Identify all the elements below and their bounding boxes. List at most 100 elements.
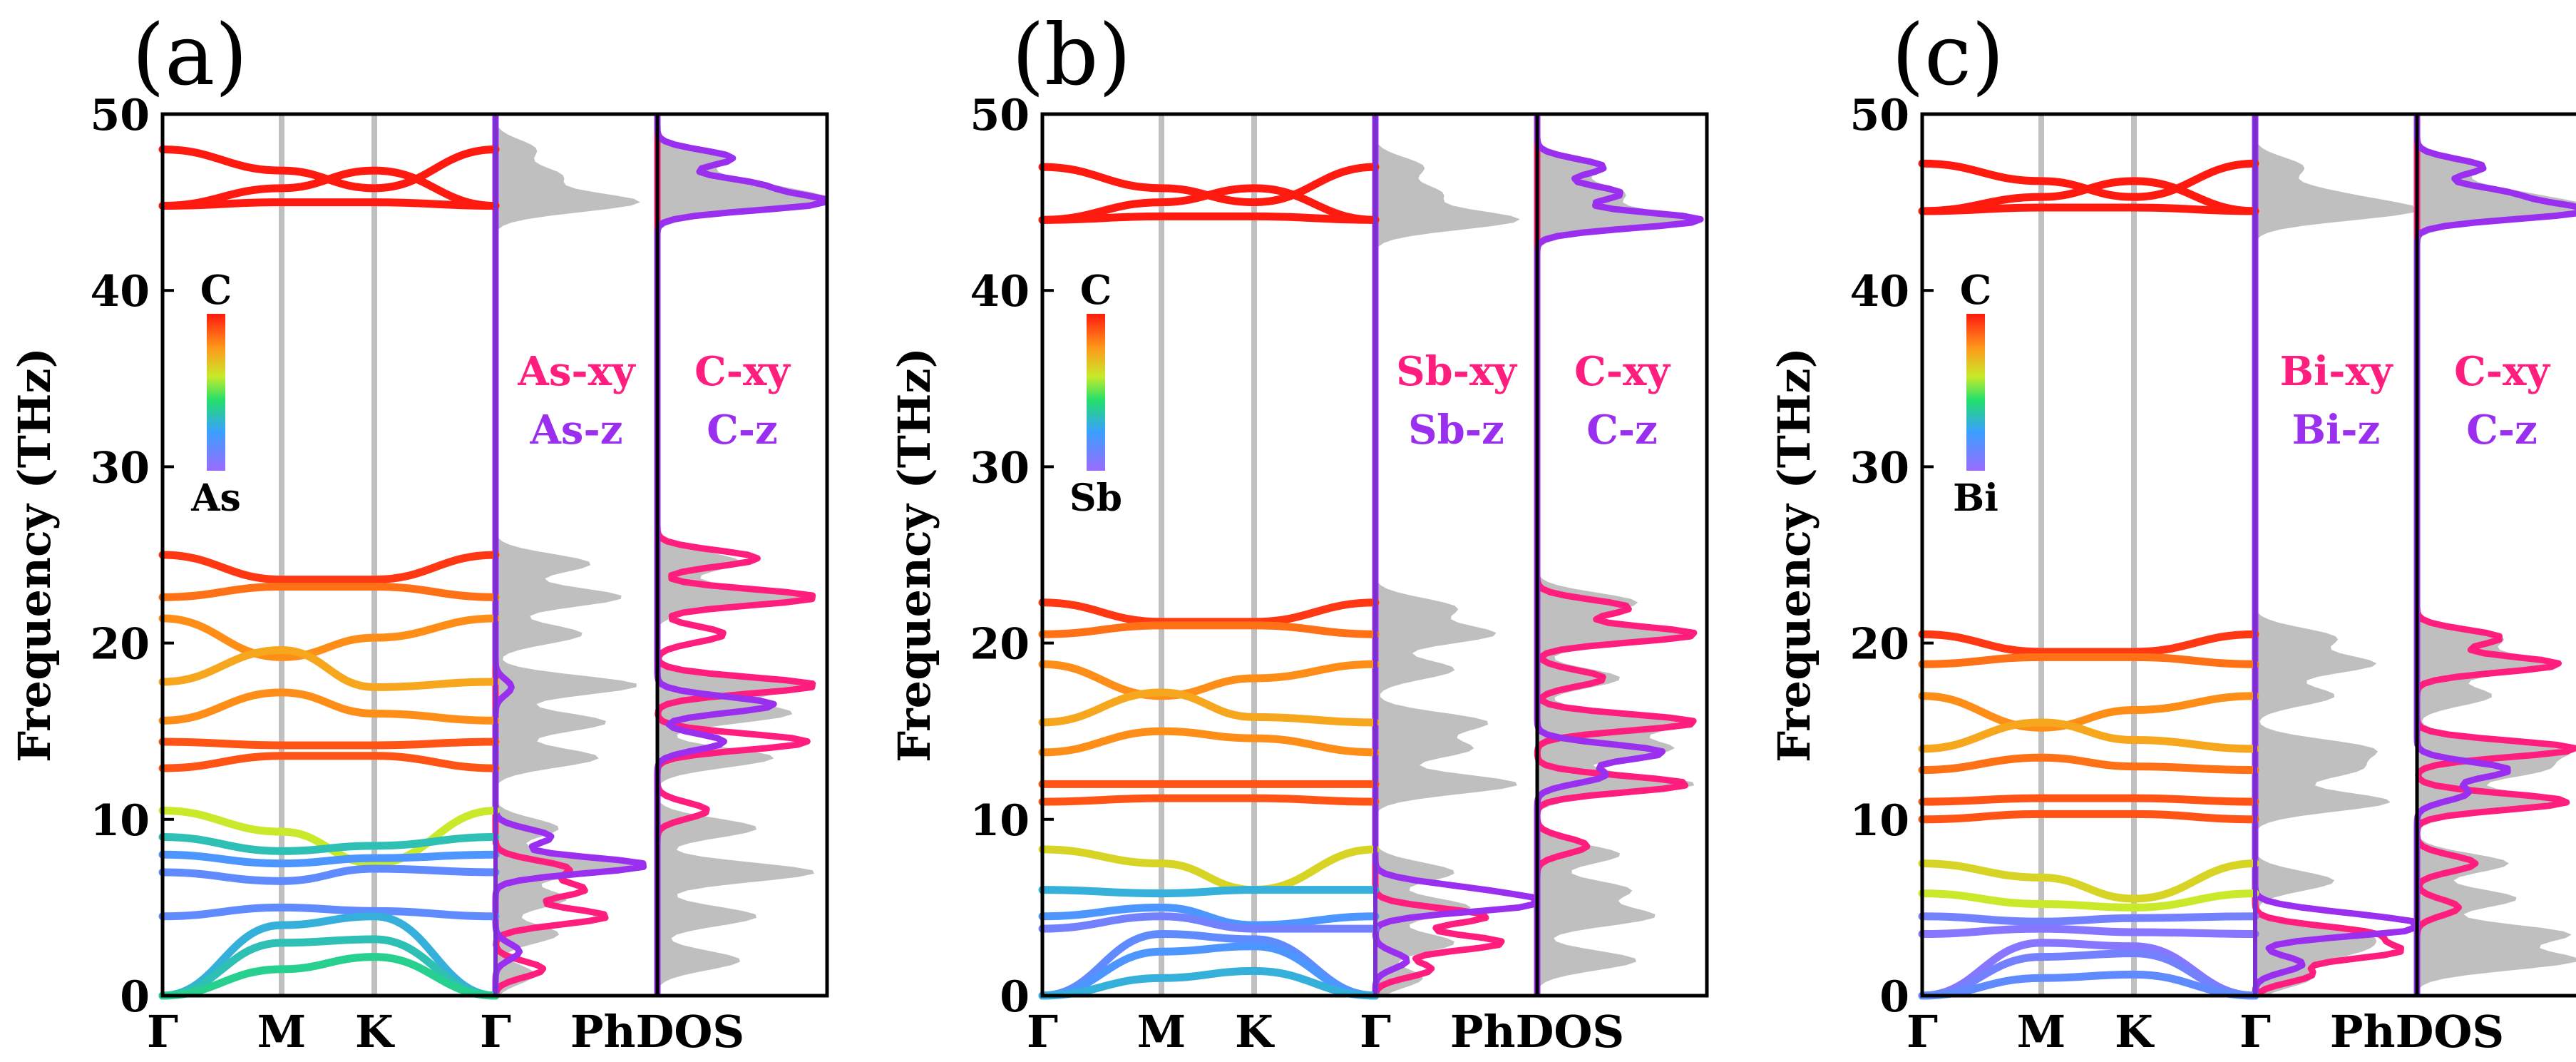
plot-frame <box>1040 112 1709 998</box>
colorbar-top-label: C <box>1960 267 1992 314</box>
colorbar-bottom-label: Sb <box>1069 476 1122 520</box>
band-15 <box>158 903 500 921</box>
legend-metal-z: Bi-z <box>2292 407 2381 454</box>
legend-metal-xy: Bi-xy <box>2280 348 2393 395</box>
legend-metal-xy: As-xy <box>517 348 636 395</box>
y-axis-label: Frequency (THz) <box>888 347 940 762</box>
x-tick-label: Γ <box>1027 1006 1058 1058</box>
dos-axis-label: PhDOS <box>570 1006 744 1058</box>
band-16 <box>158 912 500 1000</box>
colorbar <box>1087 314 1105 471</box>
x-tick-label: Γ <box>480 1006 511 1058</box>
colorbar-top-label: C <box>1080 267 1112 314</box>
metal-dos-total-fill <box>1375 114 1520 996</box>
band-4 <box>158 551 500 584</box>
y-tick-label: 20 <box>970 620 1030 670</box>
metal-dos-total-fill <box>496 114 645 996</box>
y-tick-label: 30 <box>970 443 1030 493</box>
band-7 <box>1038 688 1380 727</box>
dos-axis-label: PhDOS <box>1450 1006 1624 1058</box>
y-tick-label: 30 <box>1850 443 1910 493</box>
legend-carbon-z: C-z <box>2466 407 2537 454</box>
band-8 <box>158 688 500 725</box>
band-12 <box>1918 889 2259 912</box>
band-2 <box>1038 184 1380 224</box>
carbon-dos-total-fill <box>1537 114 1698 996</box>
panel-label: (a) <box>132 6 247 104</box>
y-tick-label: 0 <box>1000 972 1030 1022</box>
y-tick-label: 50 <box>970 91 1030 141</box>
colorbar <box>1966 314 1985 471</box>
y-tick-label: 50 <box>1850 91 1910 141</box>
band-14 <box>1918 924 2259 938</box>
band-13 <box>1918 912 2259 926</box>
x-tick-label: K <box>1235 1006 1275 1058</box>
band-7 <box>158 645 500 691</box>
legend-metal-z: As-z <box>529 407 622 454</box>
x-tick-label: Γ <box>2239 1006 2271 1058</box>
band-6 <box>158 614 500 661</box>
x-tick-label: K <box>2115 1006 2155 1058</box>
legend-carbon-z: C-z <box>1586 407 1658 454</box>
band-11 <box>1918 859 2259 903</box>
legend-metal-xy: Sb-xy <box>1396 348 1517 395</box>
y-tick-label: 30 <box>91 443 150 493</box>
y-tick-label: 50 <box>91 91 150 141</box>
legend-metal-z: Sb-z <box>1408 407 1504 454</box>
panel-label: (b) <box>1012 6 1132 104</box>
band-16 <box>1038 942 1380 1000</box>
band-13 <box>158 850 500 868</box>
y-tick-label: 40 <box>1850 267 1910 317</box>
band-8 <box>1038 727 1380 757</box>
band-13 <box>1038 903 1380 929</box>
band-17 <box>1038 966 1380 1000</box>
band-4 <box>1038 598 1380 626</box>
band-8 <box>1918 753 2259 775</box>
x-tick-label: K <box>355 1006 395 1058</box>
plot-frame <box>160 112 829 998</box>
band-5 <box>1038 621 1380 638</box>
band-16 <box>1918 949 2259 1000</box>
carbon-dos-total-fill <box>657 114 824 996</box>
y-tick-label: 0 <box>1879 972 1909 1022</box>
band-3 <box>158 198 500 210</box>
y-tick-label: 10 <box>91 796 150 846</box>
panel-3: (c) Frequency (THz) 0 10 20 30 40 50 C Bi Bi-xy Bi-… <box>1768 6 2576 1058</box>
colorbar-bottom-label: As <box>190 476 241 520</box>
band-9 <box>158 737 500 750</box>
y-axis-label: Frequency (THz) <box>9 347 61 762</box>
band-4 <box>1918 630 2259 656</box>
panel-1: (a) Frequency (THz) 0 10 20 30 40 50 C As As-xy As-… <box>9 6 829 1058</box>
band-10 <box>1038 794 1380 806</box>
y-tick-label: 20 <box>91 620 150 670</box>
band-5 <box>158 582 500 601</box>
band-6 <box>1038 660 1380 700</box>
y-tick-label: 20 <box>1850 620 1910 670</box>
band-17 <box>1918 970 2259 1000</box>
band-7 <box>1918 718 2259 753</box>
plot-frame <box>1920 112 2576 998</box>
carbon-dos-total-fill <box>2417 114 2576 996</box>
metal-dos-z-line <box>2252 114 2418 996</box>
legend-carbon-xy: C-xy <box>1574 348 1671 395</box>
metal-dos-total-fill <box>2255 114 2414 996</box>
band-10 <box>158 752 500 772</box>
band-11 <box>1038 845 1380 894</box>
band-5 <box>1918 653 2259 668</box>
x-tick-label: Γ <box>1907 1006 1938 1058</box>
x-tick-label: M <box>2017 1006 2066 1058</box>
panel-2: (b) Frequency (THz) 0 10 20 30 40 50 C Sb Sb-xy Sb-… <box>888 6 1709 1058</box>
metal-dos-xy-line <box>2252 114 2404 998</box>
y-tick-label: 10 <box>1850 796 1910 846</box>
band-10 <box>1918 810 2259 824</box>
y-tick-label: 40 <box>91 267 150 317</box>
x-tick-label: Γ <box>147 1006 178 1058</box>
y-axis-label: Frequency (THz) <box>1768 347 1820 762</box>
band-14 <box>158 864 500 885</box>
panel-label: (c) <box>1892 6 2004 104</box>
band-12 <box>1038 886 1380 898</box>
legend-carbon-z: C-z <box>707 407 778 454</box>
colorbar-bottom-label: Bi <box>1953 476 1998 520</box>
legend-carbon-xy: C-xy <box>694 348 791 395</box>
